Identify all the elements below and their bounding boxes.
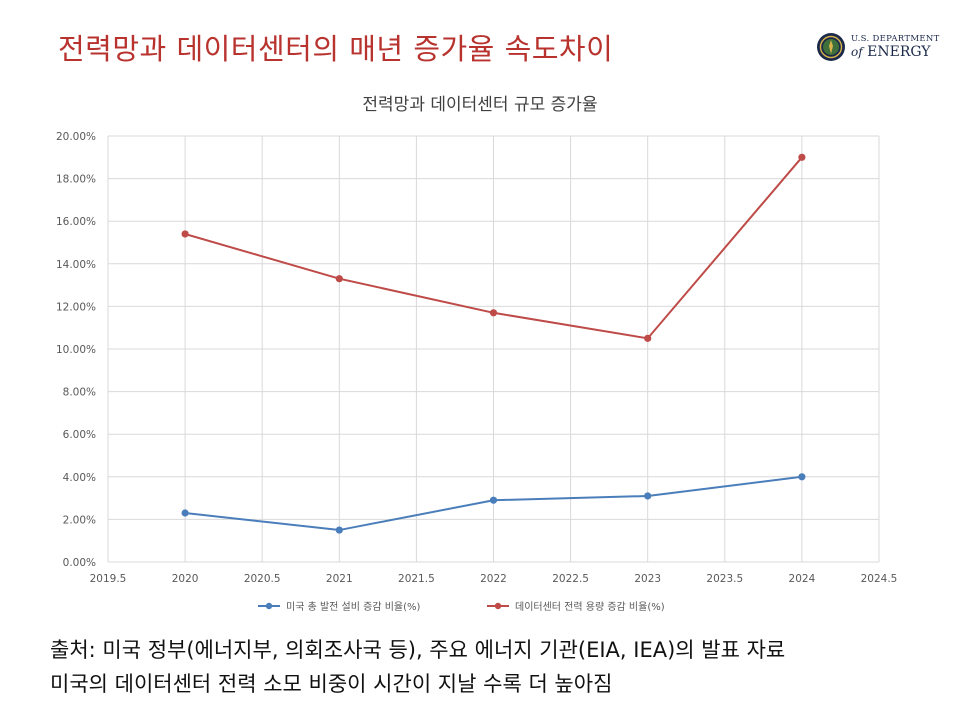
y-tick-label: 4.00% — [63, 472, 96, 484]
y-tick-label: 16.00% — [56, 216, 96, 228]
data-point-s2-5 — [798, 153, 806, 161]
series — [181, 153, 806, 534]
slide-title: 전력망과 데이터센터의 매년 증가율 속도차이 — [58, 32, 614, 66]
x-tick-label: 2019.5 — [90, 573, 127, 585]
doe-logo: U.S. DEPARTMENT of ENERGY — [816, 30, 939, 66]
logo-of: of — [851, 45, 863, 59]
logo-energy: ENERGY — [867, 44, 931, 60]
x-tick-label: 2022.5 — [552, 573, 589, 585]
legend-marker-1 — [265, 602, 273, 610]
x-tick-label: 2023.5 — [706, 573, 743, 585]
data-point-s1-2 — [335, 526, 343, 534]
logo-line2: of ENERGY — [851, 44, 931, 60]
y-tick-label: 18.00% — [56, 174, 96, 186]
x-tick-label: 2021.5 — [398, 573, 435, 585]
x-tick-label: 2021 — [326, 573, 353, 585]
x-tick-label: 2024.5 — [861, 573, 898, 585]
x-tick-label: 2023 — [634, 573, 661, 585]
legend-label-2: 데이터센터 전력 용량 증감 비율(%) — [515, 601, 665, 613]
y-tick-label: 2.00% — [63, 514, 96, 526]
data-point-s2-4 — [644, 334, 652, 342]
chart-title: 전력망과 데이터센터 규모 증가율 — [362, 95, 598, 115]
x-tick-label: 2024 — [789, 573, 816, 585]
caption-line-2: 미국의 데이터센터 전력 소모 비중이 시간이 지날 수록 더 높아짐 — [50, 672, 613, 696]
x-tick-label: 2020 — [172, 573, 199, 585]
axis-labels: 0.00% 2.00% 4.00% 6.00% 8.00% 10.00% 12.00% 14.… — [56, 131, 897, 585]
y-tick-label: 8.00% — [63, 387, 96, 399]
data-point-s2-3 — [489, 309, 498, 317]
data-point-s1-3 — [489, 496, 498, 504]
data-point-s2-2 — [335, 275, 343, 283]
y-tick-label: 12.00% — [56, 301, 96, 313]
legend: 미국 총 발전 설비 증감 비율(%) 데이터센터 전력 용량 증감 비율(%) — [258, 601, 665, 613]
y-tick-label: 20.00% — [56, 131, 96, 143]
x-tick-label: 2020.5 — [244, 573, 281, 585]
grid — [107, 135, 880, 563]
data-point-s1-5 — [798, 473, 806, 481]
y-tick-label: 14.00% — [56, 259, 96, 271]
doe-seal-icon — [817, 33, 845, 61]
y-tick-label: 10.00% — [56, 344, 96, 356]
logo-line1: U.S. DEPARTMENT — [851, 34, 940, 44]
growth-rate-chart: 0.00% 2.00% 4.00% 6.00% 8.00% 10.00% 12.00% 14.… — [56, 131, 897, 613]
caption-line-1: 출처: 미국 정부(에너지부, 의회조사국 등), 주요 에너지 기관(EIA,… — [50, 638, 786, 662]
y-tick-label: 0.00% — [63, 557, 96, 569]
x-tick-label: 2022 — [480, 573, 507, 585]
legend-label-1: 미국 총 발전 설비 증감 비율(%) — [286, 601, 420, 613]
legend-marker-2 — [494, 602, 502, 610]
data-point-s1-1 — [181, 509, 189, 517]
y-tick-label: 6.00% — [63, 429, 96, 441]
caption: 출처: 미국 정부(에너지부, 의회조사국 등), 주요 에너지 기관(EIA,… — [50, 633, 785, 701]
data-point-s2-1 — [181, 230, 189, 238]
data-point-s1-4 — [644, 492, 652, 500]
